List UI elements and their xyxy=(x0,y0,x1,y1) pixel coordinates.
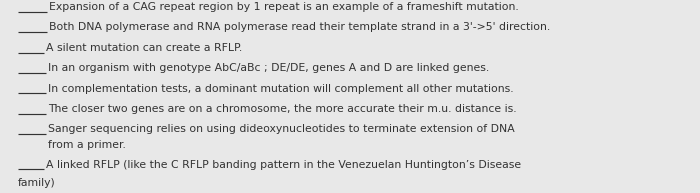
Text: In complementation tests, a dominant mutation will complement all other mutation: In complementation tests, a dominant mut… xyxy=(48,84,513,94)
Text: The closer two genes are on a chromosome, the more accurate their m.u. distance : The closer two genes are on a chromosome… xyxy=(48,104,516,114)
Text: from a primer.: from a primer. xyxy=(48,140,125,150)
Text: A linked RFLP (like the C RFLP banding pattern in the Venezuelan Huntington’s Di: A linked RFLP (like the C RFLP banding p… xyxy=(46,160,522,170)
Text: Expansion of a CAG repeat region by 1 repeat is an example of a frameshift mutat: Expansion of a CAG repeat region by 1 re… xyxy=(49,2,519,12)
Text: A silent mutation can create a RFLP.: A silent mutation can create a RFLP. xyxy=(46,43,242,53)
Text: In an organism with genotype AbC/aBc ; DE/DE, genes A and D are linked genes.: In an organism with genotype AbC/aBc ; D… xyxy=(48,63,489,74)
Text: Sanger sequencing relies on using dideoxynucleotides to terminate extension of D: Sanger sequencing relies on using dideox… xyxy=(48,124,514,134)
Text: Both DNA polymerase and RNA polymerase read their template strand in a 3'->5' di: Both DNA polymerase and RNA polymerase r… xyxy=(49,22,550,32)
Text: family): family) xyxy=(18,178,55,188)
